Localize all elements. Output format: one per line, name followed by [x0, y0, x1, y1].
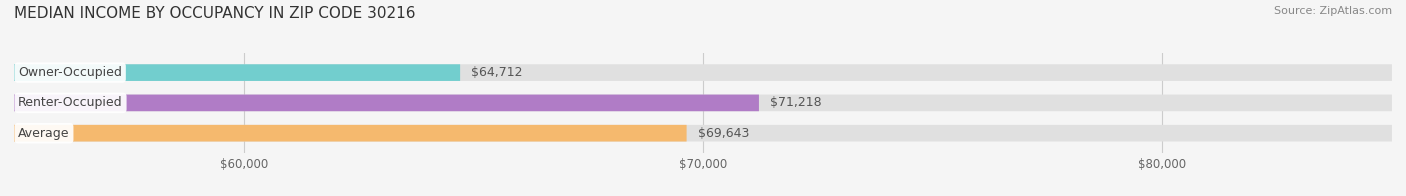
FancyBboxPatch shape	[14, 95, 1392, 111]
Text: Source: ZipAtlas.com: Source: ZipAtlas.com	[1274, 6, 1392, 16]
Text: Owner-Occupied: Owner-Occupied	[18, 66, 122, 79]
Text: MEDIAN INCOME BY OCCUPANCY IN ZIP CODE 30216: MEDIAN INCOME BY OCCUPANCY IN ZIP CODE 3…	[14, 6, 416, 21]
FancyBboxPatch shape	[14, 64, 1392, 81]
Text: $71,218: $71,218	[770, 96, 821, 109]
FancyBboxPatch shape	[14, 64, 460, 81]
Text: Renter-Occupied: Renter-Occupied	[18, 96, 122, 109]
FancyBboxPatch shape	[14, 95, 759, 111]
FancyBboxPatch shape	[14, 125, 1392, 142]
Text: Average: Average	[18, 127, 70, 140]
Text: $69,643: $69,643	[697, 127, 749, 140]
Text: $64,712: $64,712	[471, 66, 523, 79]
FancyBboxPatch shape	[14, 125, 686, 142]
